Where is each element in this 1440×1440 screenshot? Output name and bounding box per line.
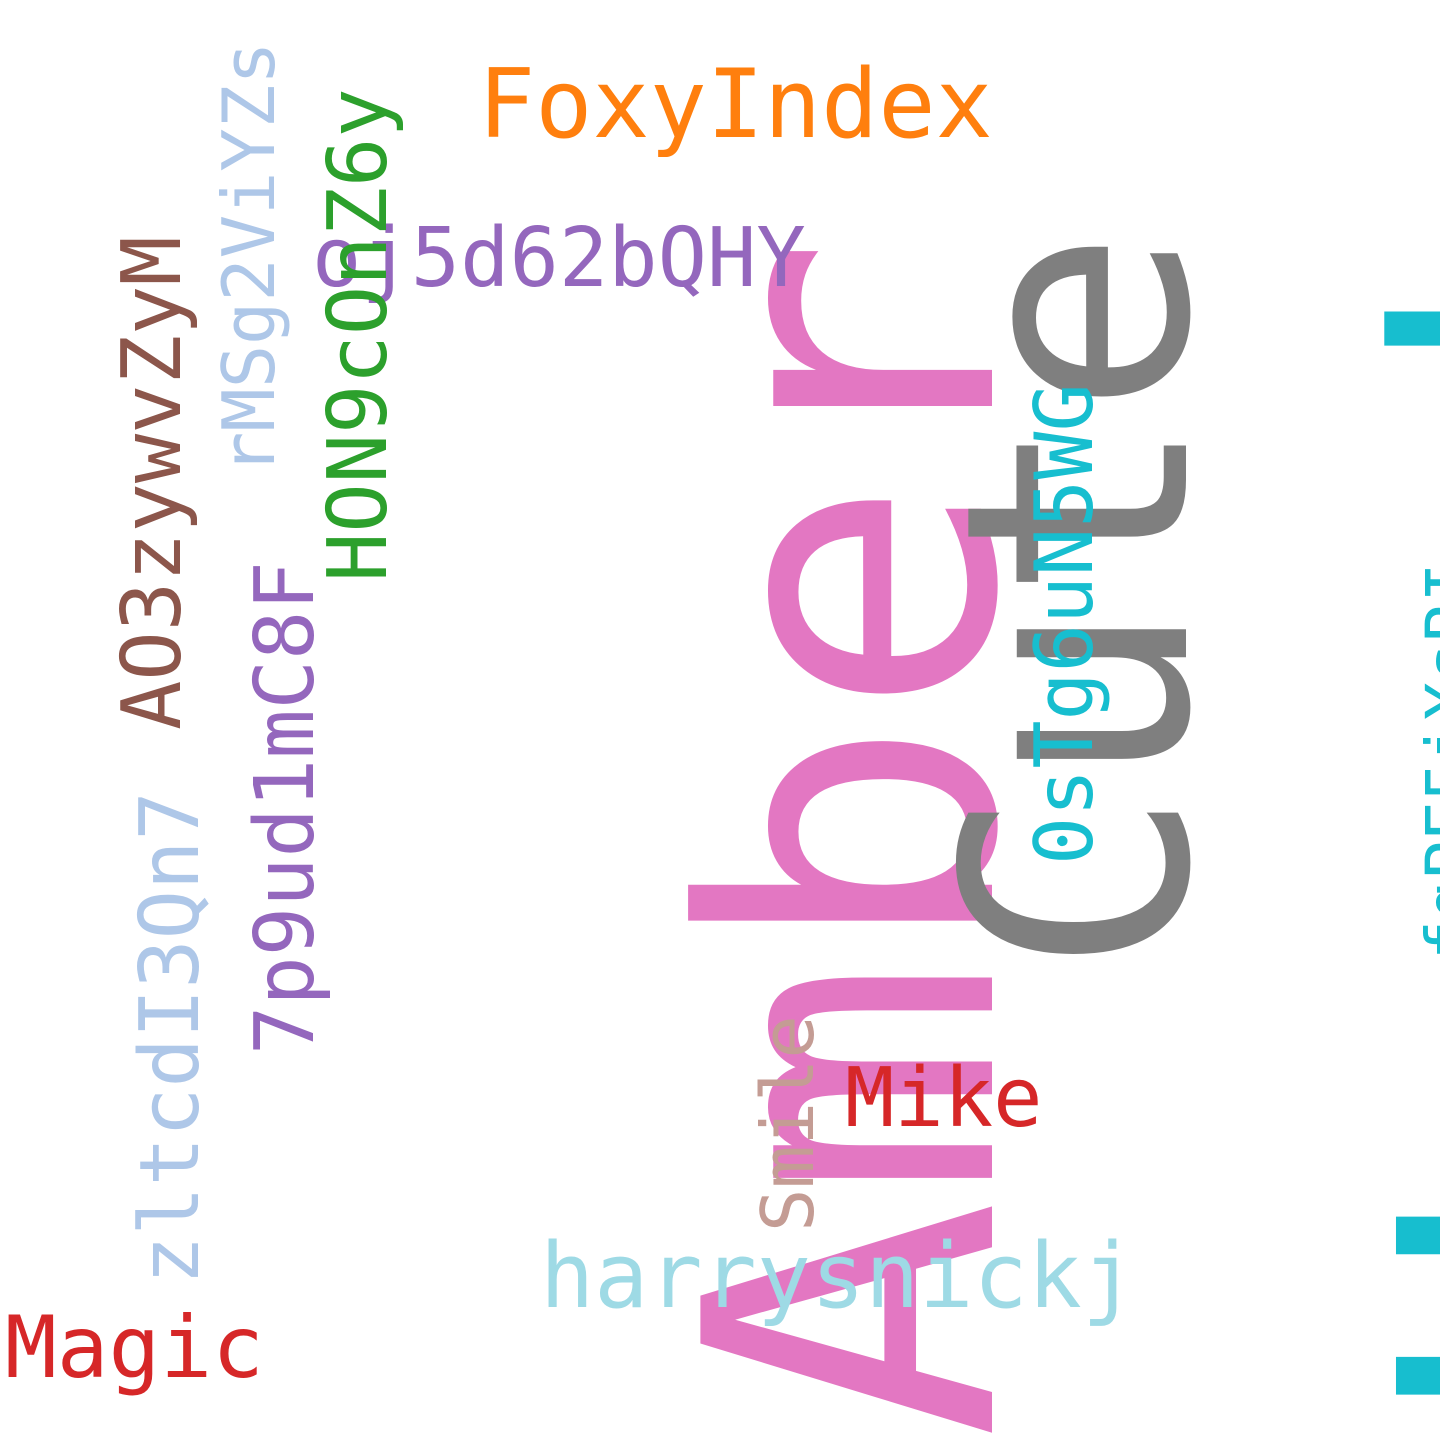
word-mike: Mike bbox=[845, 1051, 1043, 1146]
word-7p9ud1mc8f: 7p9ud1mC8F bbox=[238, 561, 333, 1055]
word-rmsg2viyzs: rMSg2ViYZs bbox=[207, 41, 291, 475]
word-magic: Magic bbox=[5, 1298, 264, 1398]
word-ao3zywvzym: AO3zywvZyM bbox=[105, 236, 200, 730]
word-foxyindex: FoxyIndex bbox=[478, 50, 993, 160]
word-oj5d62bqhy: oj5d62bQHY bbox=[312, 211, 806, 306]
word-smile: Smile bbox=[746, 1015, 830, 1232]
word-fgpe5ixsri: fgPE5iXsRI bbox=[1412, 562, 1440, 960]
word-hon9conz6y: HON9cOnZ6y bbox=[311, 88, 406, 582]
word-harrysnickj: harrysnickj bbox=[540, 1224, 1137, 1329]
word-zltcdi3qn7: zltcdI3Qn7 bbox=[123, 791, 218, 1285]
word-0stg6un5wg: 0sTg6uN5WG bbox=[1018, 383, 1111, 865]
